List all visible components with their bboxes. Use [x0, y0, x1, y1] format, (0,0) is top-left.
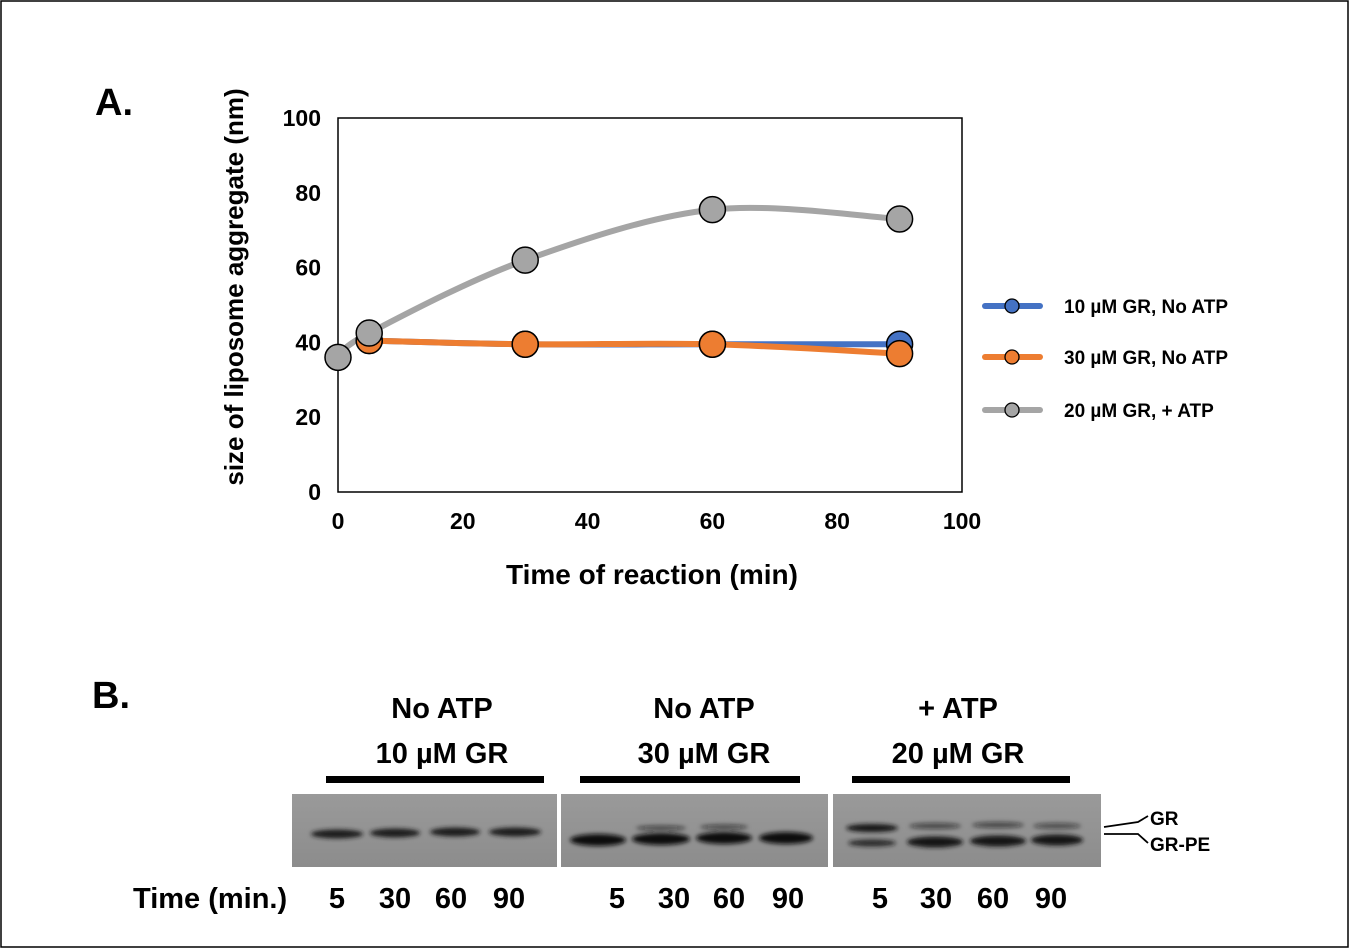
lane-label: 60 [713, 883, 745, 915]
x-tick-label: 20 [450, 508, 476, 534]
lane-label: 30 [379, 883, 411, 915]
legend-swatch-marker [1004, 402, 1020, 418]
gel-image-1 [292, 794, 557, 867]
group-2-condition: No ATP [653, 693, 755, 725]
data-point [355, 319, 383, 347]
group-2-bar [580, 776, 800, 783]
x-tick-label: 80 [824, 508, 850, 534]
band-pointer-gr-pe [1104, 833, 1149, 844]
plot-area-frame [337, 117, 963, 493]
legend-label: 10 µM GR, No ATP [1064, 297, 1228, 318]
x-axis-label: Time of reaction (min) [506, 559, 798, 590]
lane-label: 60 [977, 883, 1009, 915]
y-axis-label: size of liposome aggregate (nm) [219, 88, 249, 485]
gel-image-3 [833, 794, 1101, 867]
band-label-gr: GR [1150, 809, 1179, 830]
chart-a: 0 20 40 60 80 100 0 20 40 60 80 100 size of liposo… [219, 88, 1228, 590]
y-tick-labels: 0 20 40 60 80 100 [283, 105, 321, 505]
x-tick-label: 60 [700, 508, 726, 534]
group-3-bar [852, 776, 1070, 783]
data-point [885, 205, 914, 233]
lane-label: 90 [493, 883, 525, 915]
legend: 10 µM GR, No ATP 30 µM GR, No ATP 20 µM GR… [982, 297, 1228, 422]
data-point [698, 195, 727, 224]
y-tick-label: 60 [295, 255, 321, 281]
legend-swatch-marker [1004, 298, 1020, 314]
time-row-label: Time (min.) [133, 883, 287, 915]
legend-label: 30 µM GR, No ATP [1064, 348, 1228, 369]
x-tick-label: 100 [943, 508, 981, 534]
group-3-concentration: 20 µM GR [892, 738, 1025, 770]
group-1-concentration: 10 µM GR [376, 738, 509, 770]
group-1-bar [326, 776, 544, 783]
y-tick-label: 100 [283, 105, 321, 131]
data-point [511, 330, 539, 359]
panel-a-label: A. [95, 82, 133, 124]
data-point [885, 339, 914, 368]
x-tick-label: 40 [575, 508, 601, 534]
y-tick-label: 80 [295, 180, 321, 206]
lane-label: 90 [772, 883, 804, 915]
x-tick-labels: 0 20 40 60 80 100 [332, 508, 982, 534]
y-tick-label: 0 [308, 479, 321, 505]
y-tick-label: 40 [295, 329, 321, 355]
group-3-condition: + ATP [918, 693, 998, 725]
lane-label: 90 [1035, 883, 1067, 915]
lane-label: 5 [609, 883, 625, 915]
panel-b-label: B. [92, 675, 130, 717]
data-point [324, 343, 352, 372]
data-point [511, 246, 539, 274]
lane-label: 30 [920, 883, 952, 915]
legend-label: 20 µM GR, + ATP [1064, 401, 1214, 422]
legend-item: 30 µM GR, No ATP [982, 348, 1228, 369]
lane-label: 5 [329, 883, 345, 915]
series-points [324, 195, 914, 372]
group-2-concentration: 30 µM GR [638, 738, 771, 770]
gel-image-2 [561, 794, 828, 867]
lane-label: 30 [658, 883, 690, 915]
band-pointer-gr [1103, 815, 1149, 828]
series-line [366, 337, 903, 357]
lane-label: 60 [435, 883, 467, 915]
y-tick-label: 20 [295, 404, 321, 430]
band-label-gr-pe: GR-PE [1150, 835, 1210, 856]
legend-item: 10 µM GR, No ATP [982, 297, 1228, 318]
lane-label: 5 [872, 883, 888, 915]
x-tick-label: 0 [332, 508, 345, 534]
legend-item: 20 µM GR, + ATP [982, 401, 1214, 422]
group-1-condition: No ATP [391, 693, 493, 725]
legend-swatch-marker [1004, 349, 1020, 365]
series-markers [324, 195, 914, 372]
data-point [698, 330, 727, 359]
